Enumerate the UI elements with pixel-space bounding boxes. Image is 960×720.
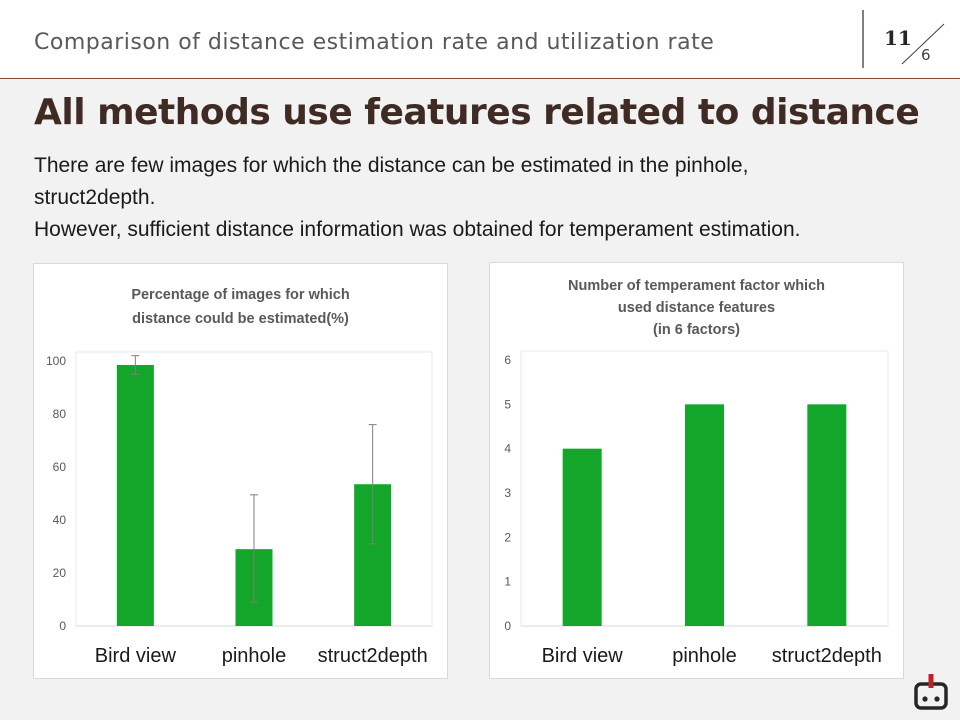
page-slash-divider [901,23,945,65]
y-tick-label: 20 [53,566,67,580]
chart-panel-utilization: Number of temperament factor which used … [489,262,904,679]
y-tick-label: 3 [504,486,511,500]
bar [807,404,847,626]
bar-chart-utilization: 0 1 2 3 4 5 6 Bird view pinhole struct2depth [504,350,889,667]
y-tick-label: 60 [53,460,67,474]
page-number: 11 [884,26,912,50]
x-category-label: struct2depth [318,645,428,667]
body-text: There are few images for which the dista… [34,150,954,246]
bar [116,364,154,626]
header-divider [862,10,864,68]
y-tick-label: 0 [504,619,511,633]
chart-title-line: distance could be estimated(%) [132,311,349,327]
slide-headline: All methods use features related to dist… [34,92,920,133]
x-category-label: Bird view [95,645,177,667]
y-tick-label: 0 [59,619,66,633]
y-tick-label: 6 [504,353,511,367]
y-tick-label: 80 [53,407,67,421]
body-line: struct2depth. [34,186,156,209]
y-tick-label: 2 [504,530,511,544]
bar [685,404,724,626]
y-tick-label: 1 [504,575,511,589]
slide-header: Comparison of distance estimation rate a… [0,0,960,79]
x-category-label: pinhole [672,645,737,667]
bar-chart-estimation-rate: 0 20 40 60 80 100 Bird view pinhole struct2depth [46,351,433,667]
slide-section-title: Comparison of distance estimation rate a… [34,30,715,55]
body-line: However, sufficient distance information… [34,218,801,241]
y-tick-label: 100 [46,354,66,368]
x-category-label: Bird view [542,645,624,667]
y-tick-label: 40 [53,513,67,527]
x-category-label: struct2depth [772,645,882,667]
chart-title-line: (in 6 factors) [652,322,740,338]
bar [562,448,602,626]
y-tick-label: 4 [504,442,511,456]
chart-title-line: Number of temperament factor which [567,278,825,294]
chart-title-line: Percentage of images for which [131,287,350,303]
y-tick-label: 5 [504,397,511,411]
robot-icon [914,674,948,710]
x-category-label: pinhole [222,645,287,667]
chart-panel-estimation-rate: Percentage of images for which distance … [33,263,448,679]
chart-title: Percentage of images for which distance … [34,284,447,332]
chart-title: Number of temperament factor which used … [490,275,903,341]
page-total: 6 [921,46,931,64]
body-line: There are few images for which the dista… [34,154,749,177]
chart-title-line: used distance features [617,300,776,316]
